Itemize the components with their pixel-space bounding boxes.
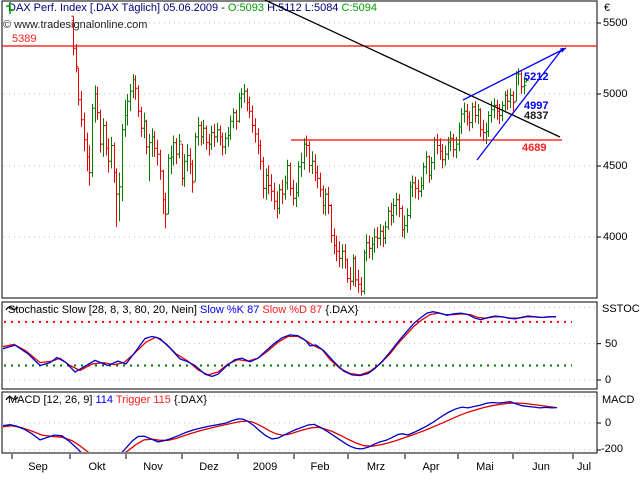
stochastic-k-value: Slow %K 87 (200, 304, 263, 316)
stochastic-d-value: Slow %D 87 (262, 304, 326, 316)
price-tick-5000: 5000 (603, 88, 628, 100)
instrument-title: DAX Perf. Index [.DAX Täglich] 05.06.200… (8, 2, 228, 14)
open-value: O:5093 (227, 2, 265, 14)
fib2-label[interactable]: 4837 (524, 110, 549, 122)
month-label-apr: Apr (422, 461, 440, 473)
close-value: C:5094 (341, 2, 377, 14)
macd-axis-name: MACD (602, 394, 635, 406)
stoch-d-line (3, 312, 556, 376)
wedge-lower-line[interactable] (476, 47, 564, 161)
macd-line (3, 401, 558, 452)
candles-down (71, 15, 524, 296)
macd-value: 114 (95, 394, 116, 406)
stochastic-title: Stochastic Slow [28, 8, 3, 80, 20, Nein] (8, 304, 200, 316)
target-label[interactable]: 5212 (524, 71, 549, 83)
stochastic-symbol: {.DAX} (325, 304, 359, 316)
macd-tick-0: 0 (605, 417, 612, 429)
macd-title: MACD [12, 26, 9] (8, 394, 96, 406)
instrument-header: DAX Perf. Index [.DAX Täglich] 05.06.200… (5, 2, 377, 14)
stoch-tick-0: 0 (605, 374, 612, 386)
month-label-dez: Dez (199, 461, 219, 473)
month-label-feb: Feb (310, 461, 330, 473)
month-label-okt: Okt (88, 461, 106, 473)
stoch-axis-name: SSTOC (602, 303, 640, 315)
price-tick-4000: 4000 (603, 231, 628, 243)
macd-header[interactable]: MACD [12, 26, 9] 114 Trigger 115 {.DAX} (5, 394, 207, 406)
macd-symbol: {.DAX} (173, 394, 207, 406)
month-label-jul: Jul (576, 461, 592, 473)
fib1-label[interactable]: 4997 (524, 100, 549, 112)
watermark: © www.tradesignalonline.com (3, 19, 148, 31)
currency-label: € (604, 2, 611, 14)
support-label[interactable]: 4689 (522, 142, 547, 154)
month-label-mrz: Mrz (366, 461, 386, 473)
macd-tick-m200: -200 (601, 443, 624, 455)
macd-trigger-value: Trigger 115 (115, 394, 174, 406)
downtrend-line[interactable] (264, 0, 561, 138)
main-panel (1, 0, 598, 299)
stoch-panel (1, 301, 598, 390)
high-low-value: H:5112 L:5084 (264, 2, 342, 14)
candles-up (90, 68, 529, 295)
stochastic-header[interactable]: Stochastic Slow [28, 8, 3, 80, 20, Nein]… (5, 304, 358, 316)
price-tick-5500: 5500 (603, 17, 628, 29)
month-label-2009: 2009 (252, 461, 278, 473)
month-label-sep: Sep (28, 461, 48, 473)
stoch-k-line (3, 311, 556, 378)
wedge-upper-line[interactable] (462, 47, 567, 101)
stoch-tick-50: 50 (605, 338, 618, 350)
month-label-jun: Jun (532, 461, 550, 473)
month-label-mai: Mai (476, 461, 494, 473)
macd-trigger-line (3, 402, 557, 452)
month-label-nov: Nov (143, 461, 163, 473)
price-tick-4500: 4500 (603, 160, 628, 172)
resistance-label[interactable]: 5389 (12, 33, 37, 45)
